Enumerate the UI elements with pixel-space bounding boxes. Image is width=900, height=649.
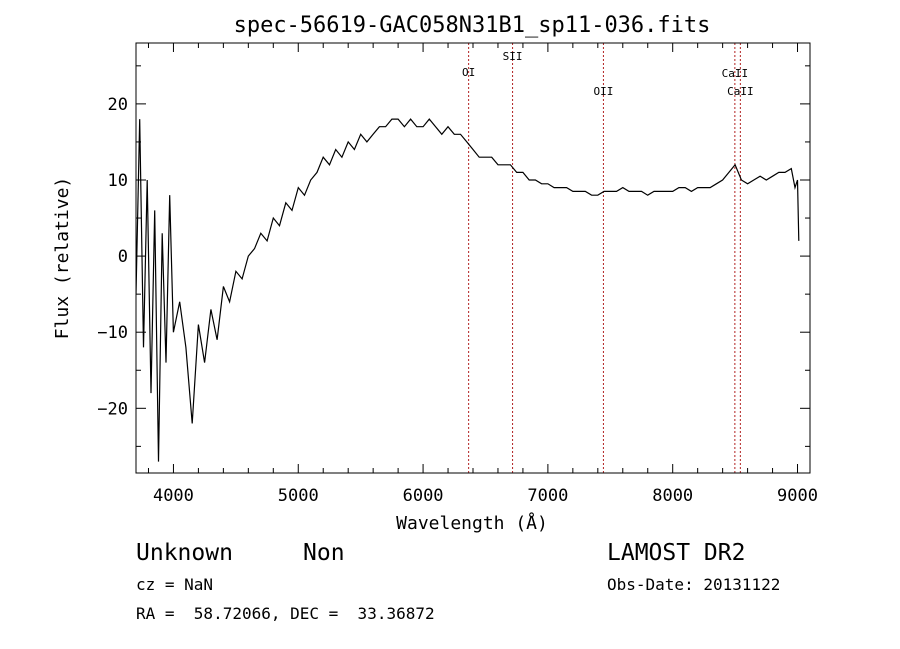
x-tick-label: 9000: [777, 486, 818, 506]
y-tick-label: 0: [118, 247, 128, 267]
y-tick-label: −20: [97, 399, 128, 419]
redshift-text: cz = NaN: [136, 575, 214, 594]
y-tick-label: 20: [108, 95, 128, 115]
x-axis-label: Wavelength (Å): [396, 512, 548, 534]
plot-area: OI SII OII CaII CaII 4000 5000 6000 7000 8000 900…: [97, 42, 818, 506]
object-subclass: Non: [303, 540, 345, 566]
object-class: Unknown: [136, 540, 233, 566]
spectrum-line: [136, 118, 800, 462]
y-axis-label: Flux (relative): [52, 177, 73, 340]
line-marker-label: OI: [462, 66, 475, 79]
obs-date-text: Obs-Date: 20131122: [607, 575, 781, 594]
chart-title: spec-56619-GAC058N31B1_sp11-036.fits: [234, 13, 711, 38]
y-axis: −20 −10 0 10 20: [97, 65, 810, 447]
x-axis: 4000 5000 6000 7000 8000 9000: [147, 43, 818, 506]
x-tick-label: 7000: [527, 486, 568, 506]
emission-line-markers: OI SII OII CaII CaII: [462, 43, 754, 473]
y-tick-label: −10: [97, 323, 128, 343]
x-tick-label: 5000: [278, 486, 319, 506]
plot-frame: [135, 42, 811, 474]
x-tick-label: 8000: [652, 486, 693, 506]
line-marker-label: CaII: [722, 67, 749, 80]
y-tick-label: 10: [108, 171, 128, 191]
line-marker-label: CaII: [727, 85, 754, 98]
line-marker-label: OII: [593, 85, 613, 98]
x-tick-label: 6000: [403, 486, 444, 506]
survey-name: LAMOST DR2: [607, 540, 746, 566]
coordinates-text: RA = 58.72066, DEC = 33.36872: [136, 604, 435, 623]
x-tick-label: 4000: [153, 486, 194, 506]
line-marker-label: SII: [503, 50, 523, 63]
